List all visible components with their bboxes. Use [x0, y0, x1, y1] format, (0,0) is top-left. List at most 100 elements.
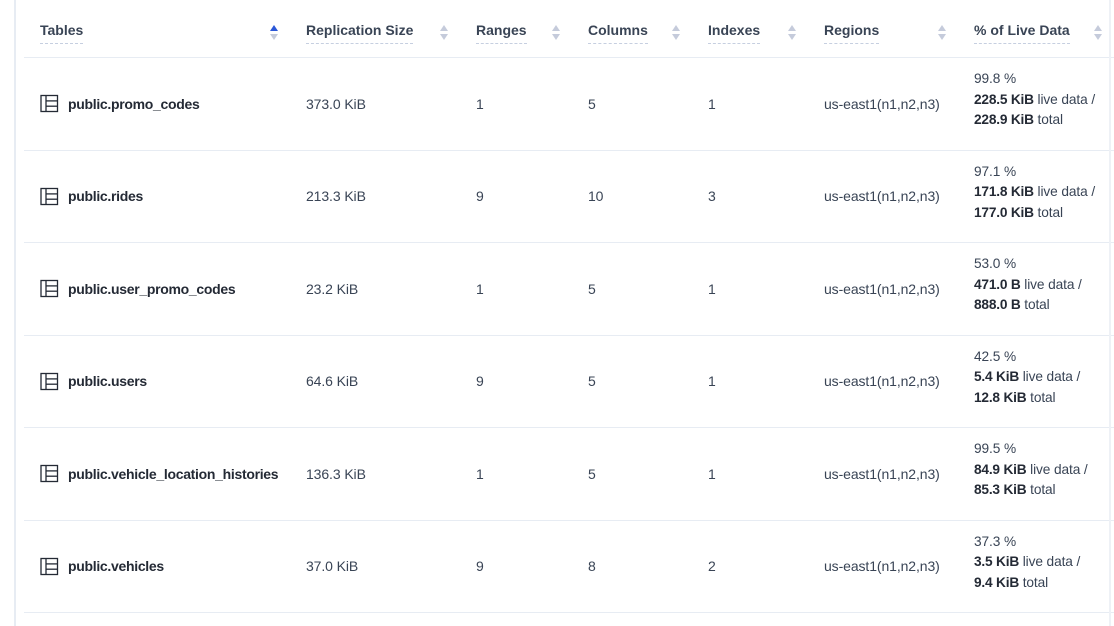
table-name-cell[interactable]: public.promo_codes — [24, 94, 290, 113]
live-data-cell: 37.3 % 3.5 KiB live data / 9.4 KiB total — [958, 534, 1114, 598]
column-header-columns[interactable]: Columns — [572, 0, 692, 57]
table-name-cell[interactable]: public.vehicle_location_histories — [24, 464, 290, 483]
page-left-divider — [14, 0, 16, 626]
column-header-replication-size[interactable]: Replication Size — [290, 0, 460, 57]
live-percent: 99.8 % — [974, 71, 1017, 86]
ranges-cell: 1 — [476, 95, 484, 112]
table-row: public.promo_codes 373.0 KiB 1 5 1 us-ea… — [24, 58, 1114, 151]
table-name-cell[interactable]: public.vehicles — [24, 557, 290, 576]
regions-cell: us-east1(n1,n2,n3) — [824, 558, 940, 575]
table-row: public.user_promo_codes 23.2 KiB 1 5 1 u… — [24, 243, 1114, 336]
live-percent: 42.5 % — [974, 348, 1017, 364]
table-name-link[interactable]: public.promo_codes — [68, 95, 200, 112]
live-data-cell: 42.5 % 5.4 KiB live data / 12.8 KiB tota… — [958, 349, 1114, 413]
columns-cell: 5 — [588, 465, 596, 482]
column-header-regions-label[interactable]: Regions — [824, 22, 880, 44]
sort-asc-icon — [552, 25, 560, 31]
column-header-tables-label[interactable]: Tables — [40, 22, 84, 44]
sort-desc-icon — [440, 34, 448, 40]
sort-icon[interactable] — [270, 25, 278, 40]
table-icon — [40, 94, 59, 113]
live-size-value: 228.5 KiB — [974, 91, 1034, 107]
live-size-value: 84.9 KiB — [974, 461, 1027, 477]
column-header-live-data-label[interactable]: % of Live Data — [974, 22, 1070, 44]
live-percent: 99.5 % — [974, 441, 1017, 456]
live-data-label: live data / — [1022, 369, 1081, 384]
table-name-link[interactable]: public.rides — [68, 188, 143, 205]
table-header-row: Tables Replication Size Ranges Columns — [24, 0, 1114, 58]
table-icon — [40, 372, 59, 391]
sort-icon[interactable] — [440, 25, 448, 40]
ranges-cell: 1 — [476, 280, 484, 297]
table-name-link[interactable]: public.vehicles — [68, 558, 164, 575]
column-header-ranges[interactable]: Ranges — [460, 0, 572, 57]
column-header-ranges-label[interactable]: Ranges — [476, 22, 527, 44]
total-label: total — [1022, 574, 1049, 590]
database-tables-table: Tables Replication Size Ranges Columns — [24, 0, 1114, 613]
table-name-link[interactable]: public.vehicle_location_histories — [68, 465, 279, 482]
indexes-cell: 2 — [708, 558, 716, 575]
sort-asc-icon — [788, 25, 796, 31]
ranges-cell: 9 — [476, 188, 484, 205]
sort-asc-icon — [1094, 25, 1102, 31]
regions-cell: us-east1(n1,n2,n3) — [824, 95, 940, 112]
live-data-label: live data / — [1030, 461, 1088, 477]
replication-size-cell: 213.3 KiB — [306, 188, 366, 205]
columns-cell: 5 — [588, 95, 596, 112]
live-percent: 37.3 % — [974, 533, 1017, 549]
column-header-replication-size-label[interactable]: Replication Size — [306, 22, 414, 44]
sort-desc-icon — [788, 34, 796, 40]
sort-desc-icon — [552, 34, 560, 40]
table-name-link[interactable]: public.user_promo_codes — [68, 280, 236, 297]
replication-size-cell: 37.0 KiB — [306, 558, 359, 575]
total-size-value: 888.0 B — [974, 297, 1021, 312]
sort-icon[interactable] — [1094, 25, 1102, 40]
sort-desc-icon — [938, 34, 946, 40]
table-name-cell[interactable]: public.users — [24, 372, 290, 391]
replication-size-cell: 23.2 KiB — [306, 280, 359, 297]
columns-cell: 5 — [588, 373, 596, 390]
regions-cell: us-east1(n1,n2,n3) — [824, 280, 940, 297]
indexes-cell: 1 — [708, 95, 716, 112]
total-size-value: 12.8 KiB — [974, 389, 1027, 405]
table-body: public.promo_codes 373.0 KiB 1 5 1 us-ea… — [24, 58, 1114, 613]
column-header-regions[interactable]: Regions — [808, 0, 958, 57]
table-icon — [40, 279, 59, 298]
live-size-value: 171.8 KiB — [974, 184, 1034, 199]
table-name-cell[interactable]: public.user_promo_codes — [24, 279, 290, 298]
sort-desc-icon — [1094, 34, 1102, 40]
sort-icon[interactable] — [938, 25, 946, 40]
total-label: total — [1024, 297, 1050, 312]
total-size-value: 177.0 KiB — [974, 204, 1034, 220]
table-row: public.rides 213.3 KiB 9 10 3 us-east1(n… — [24, 151, 1114, 243]
regions-cell: us-east1(n1,n2,n3) — [824, 465, 940, 482]
column-header-indexes[interactable]: Indexes — [692, 0, 808, 57]
live-percent: 97.1 % — [974, 163, 1017, 179]
column-header-indexes-label[interactable]: Indexes — [708, 22, 761, 44]
replication-size-cell: 136.3 KiB — [306, 465, 366, 482]
column-header-columns-label[interactable]: Columns — [588, 22, 648, 44]
live-size-value: 3.5 KiB — [974, 554, 1020, 569]
live-data-label: live data / — [1037, 184, 1096, 199]
columns-cell: 10 — [588, 188, 604, 205]
regions-cell: us-east1(n1,n2,n3) — [824, 373, 940, 390]
scrollbar-track[interactable] — [1109, 0, 1111, 626]
sort-asc-icon — [440, 25, 448, 31]
sort-asc-icon — [270, 25, 278, 31]
columns-cell: 5 — [588, 280, 596, 297]
ranges-cell: 9 — [476, 373, 484, 390]
table-icon — [40, 187, 59, 206]
table-row: public.vehicle_location_histories 136.3 … — [24, 428, 1114, 521]
column-header-tables[interactable]: Tables — [24, 0, 290, 57]
column-header-live-data[interactable]: % of Live Data — [958, 0, 1114, 57]
live-data-cell: 53.0 % 471.0 B live data / 888.0 B total — [958, 256, 1114, 320]
sort-icon[interactable] — [552, 25, 560, 40]
sort-icon[interactable] — [788, 25, 796, 40]
total-size-value: 9.4 KiB — [974, 574, 1020, 590]
sort-desc-icon — [672, 34, 680, 40]
ranges-cell: 1 — [476, 465, 484, 482]
live-data-cell: 99.5 % 84.9 KiB live data / 85.3 KiB tot… — [958, 441, 1114, 505]
sort-icon[interactable] — [672, 25, 680, 40]
table-name-link[interactable]: public.users — [68, 373, 147, 390]
table-name-cell[interactable]: public.rides — [24, 187, 290, 206]
